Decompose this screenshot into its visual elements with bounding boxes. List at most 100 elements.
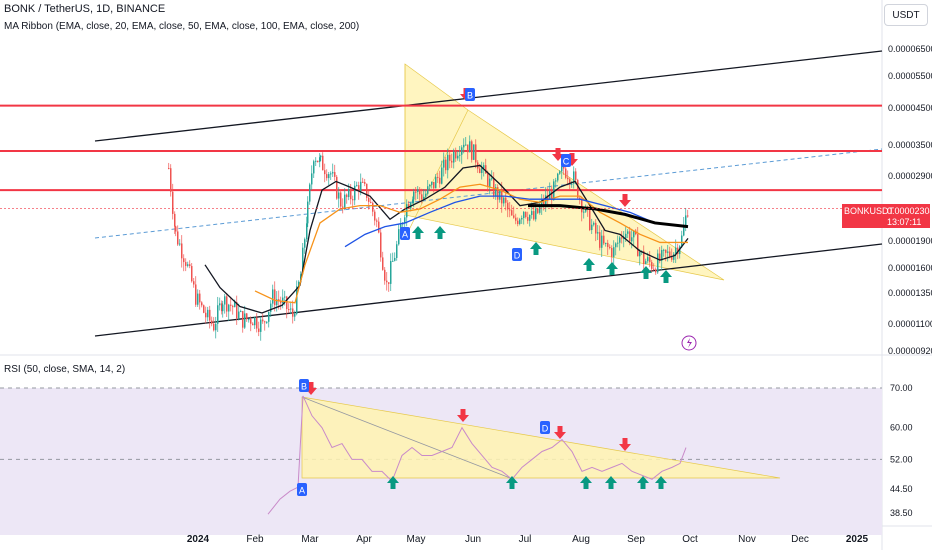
candle-body (675, 247, 677, 254)
buy-arrow (506, 476, 518, 489)
rsi-wedge (301, 396, 781, 479)
candle-body (185, 262, 187, 266)
candle-body (667, 251, 669, 253)
buy-arrow (580, 476, 592, 489)
time-tick-label: May (407, 534, 426, 545)
candle-body (519, 219, 521, 224)
price-tick-label: 0.00006500 (888, 44, 932, 54)
candle-body (439, 177, 441, 184)
candle-body (527, 217, 529, 221)
candle-body (234, 302, 236, 308)
candle-body (443, 159, 445, 168)
candle-body (187, 264, 189, 266)
candle-body (201, 302, 203, 306)
candle-body (633, 230, 635, 238)
candle-body (483, 165, 485, 169)
candle-body (415, 191, 417, 193)
candle-body (451, 160, 453, 163)
candle-body (256, 317, 258, 329)
symbol-title[interactable]: BONK / TetherUS, 1D, BINANCE (4, 3, 166, 15)
time-tick-label: Jul (519, 534, 532, 545)
marker-a-label: A (402, 230, 408, 240)
candle-body (307, 201, 309, 224)
candle-body (262, 319, 264, 322)
ema-20-line (204, 164, 689, 314)
candle-body (197, 293, 199, 305)
candle-body (447, 154, 449, 171)
candle-body (441, 167, 443, 184)
buy-arrow (583, 258, 595, 271)
candle-body (425, 193, 427, 197)
candle-body (421, 194, 423, 200)
candle-body (179, 243, 181, 245)
candle-body (649, 257, 651, 263)
candle-body (374, 211, 376, 221)
candle-body (503, 197, 505, 204)
candle-body (311, 173, 313, 185)
candle-body (565, 168, 567, 178)
buy-arrow (655, 476, 667, 489)
candle-body (467, 144, 469, 153)
candle-body (639, 251, 641, 257)
candle-body (193, 281, 195, 285)
candle-body (567, 177, 569, 180)
candle-body (525, 211, 527, 218)
buy-arrow (387, 476, 399, 489)
candle-body (315, 160, 317, 162)
candle-body (459, 154, 461, 156)
candle-body (360, 181, 362, 192)
candle-body (603, 235, 605, 244)
candle-body (595, 222, 597, 234)
candle-body (471, 141, 473, 160)
buy-arrow (660, 270, 672, 283)
candle-body (659, 253, 661, 261)
candle-body (505, 197, 507, 203)
indicator-legend[interactable]: MA Ribbon (EMA, close, 20, EMA, close, 5… (4, 21, 360, 32)
candle-body (449, 154, 451, 161)
currency-button[interactable]: USDT (884, 4, 928, 26)
candle-body (324, 170, 326, 175)
candle-body (661, 250, 663, 261)
candle-body (479, 168, 481, 174)
price-tick-label: 0.00001900 (888, 236, 932, 246)
candle-body (531, 211, 533, 215)
candle-body (336, 176, 338, 199)
candle-body (509, 209, 511, 211)
candle-body (551, 191, 553, 201)
candle-body (342, 206, 344, 208)
marker-b-label: B (467, 91, 473, 101)
candle-body (621, 237, 623, 239)
candle-body (617, 242, 619, 244)
marker-d-label: D (514, 251, 521, 261)
candle-body (655, 269, 657, 273)
candle-body (463, 144, 465, 148)
candle-body (364, 182, 366, 184)
rsi-tick-label: 52.00 (890, 454, 913, 464)
candle-body (529, 214, 531, 221)
candle-body (392, 260, 394, 262)
candle-body (429, 184, 431, 187)
candle-body (268, 311, 270, 322)
candle-body (511, 210, 513, 216)
candle-body (673, 253, 675, 260)
candle-body (344, 194, 346, 208)
candle-body (254, 317, 256, 326)
lightning-glyph (687, 338, 692, 348)
rsi-legend[interactable]: RSI (50, close, SMA, 14, 2) (4, 364, 126, 375)
candle-body (366, 183, 368, 198)
ema-200-line (528, 204, 689, 229)
candle-body (340, 192, 342, 207)
candle-body (236, 302, 238, 319)
candle-body (583, 211, 585, 213)
buy-arrow (605, 476, 617, 489)
candle-body (521, 218, 523, 220)
candle-body (175, 226, 177, 232)
candle-body (222, 304, 224, 312)
buy-arrow (530, 242, 542, 255)
candle-body (461, 147, 463, 155)
candle-body (348, 189, 350, 198)
candle-body (338, 192, 340, 199)
time-tick-label: Apr (356, 534, 372, 545)
candle-body (469, 141, 471, 153)
